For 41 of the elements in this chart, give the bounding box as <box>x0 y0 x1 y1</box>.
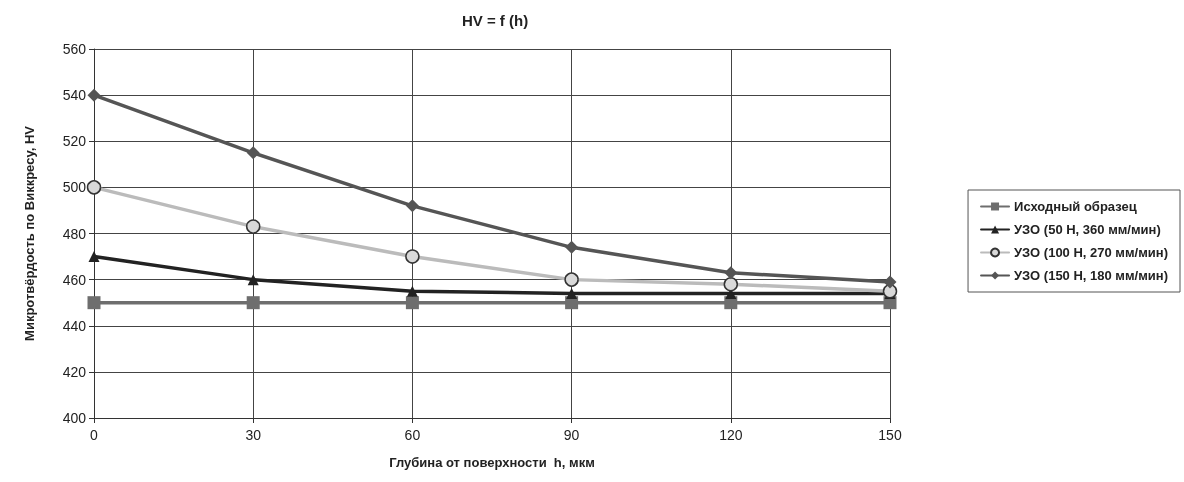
point <box>246 146 260 160</box>
point <box>882 283 898 299</box>
x-tick-label: 150 <box>878 427 902 443</box>
y-tick-label: 440 <box>62 317 87 334</box>
point <box>247 274 259 286</box>
point <box>723 276 739 292</box>
x-tick-label: 0 <box>90 427 99 443</box>
x-tick-label: 60 <box>404 427 421 443</box>
y-tick-label: 560 <box>62 41 87 57</box>
point <box>245 219 261 234</box>
point <box>406 285 418 297</box>
x-axis-title: Глубина от поверхности h, мкм <box>389 455 595 470</box>
y-tick-label: 500 <box>62 179 87 196</box>
x-tick-label: 30 <box>245 427 262 443</box>
y-tick-label: 520 <box>62 133 87 150</box>
y-tick-label: 460 <box>62 271 87 288</box>
point <box>405 296 419 310</box>
point <box>565 240 579 254</box>
point <box>88 251 100 263</box>
x-tick-label: 90 <box>563 427 580 443</box>
y-tick-label: 400 <box>62 410 87 426</box>
y-tick-label: 420 <box>62 363 87 380</box>
point <box>405 199 419 213</box>
chart-title: HV = f (h) <box>461 12 529 29</box>
y-axis-title: Микротвёрдость по Виккресу, HV <box>22 125 37 341</box>
point <box>246 296 260 310</box>
point <box>883 275 897 289</box>
point <box>86 180 102 195</box>
legend-label: УЗО (100 Н, 270 мм/мин) <box>1014 245 1169 260</box>
x-tick-label: 120 <box>719 427 743 443</box>
point <box>405 249 420 264</box>
point <box>87 88 101 102</box>
y-tick-label: 540 <box>62 87 87 104</box>
legend-label: Исходный образец <box>1014 199 1137 214</box>
legend-label: УЗО (50 Н, 360 мм/мин) <box>1014 222 1161 237</box>
point <box>724 266 738 280</box>
legend-label: УЗО (150 Н, 180 мм/мин) <box>1014 268 1169 283</box>
point <box>87 296 101 310</box>
point <box>566 287 578 299</box>
point <box>564 272 579 287</box>
y-tick-label: 480 <box>62 225 87 242</box>
